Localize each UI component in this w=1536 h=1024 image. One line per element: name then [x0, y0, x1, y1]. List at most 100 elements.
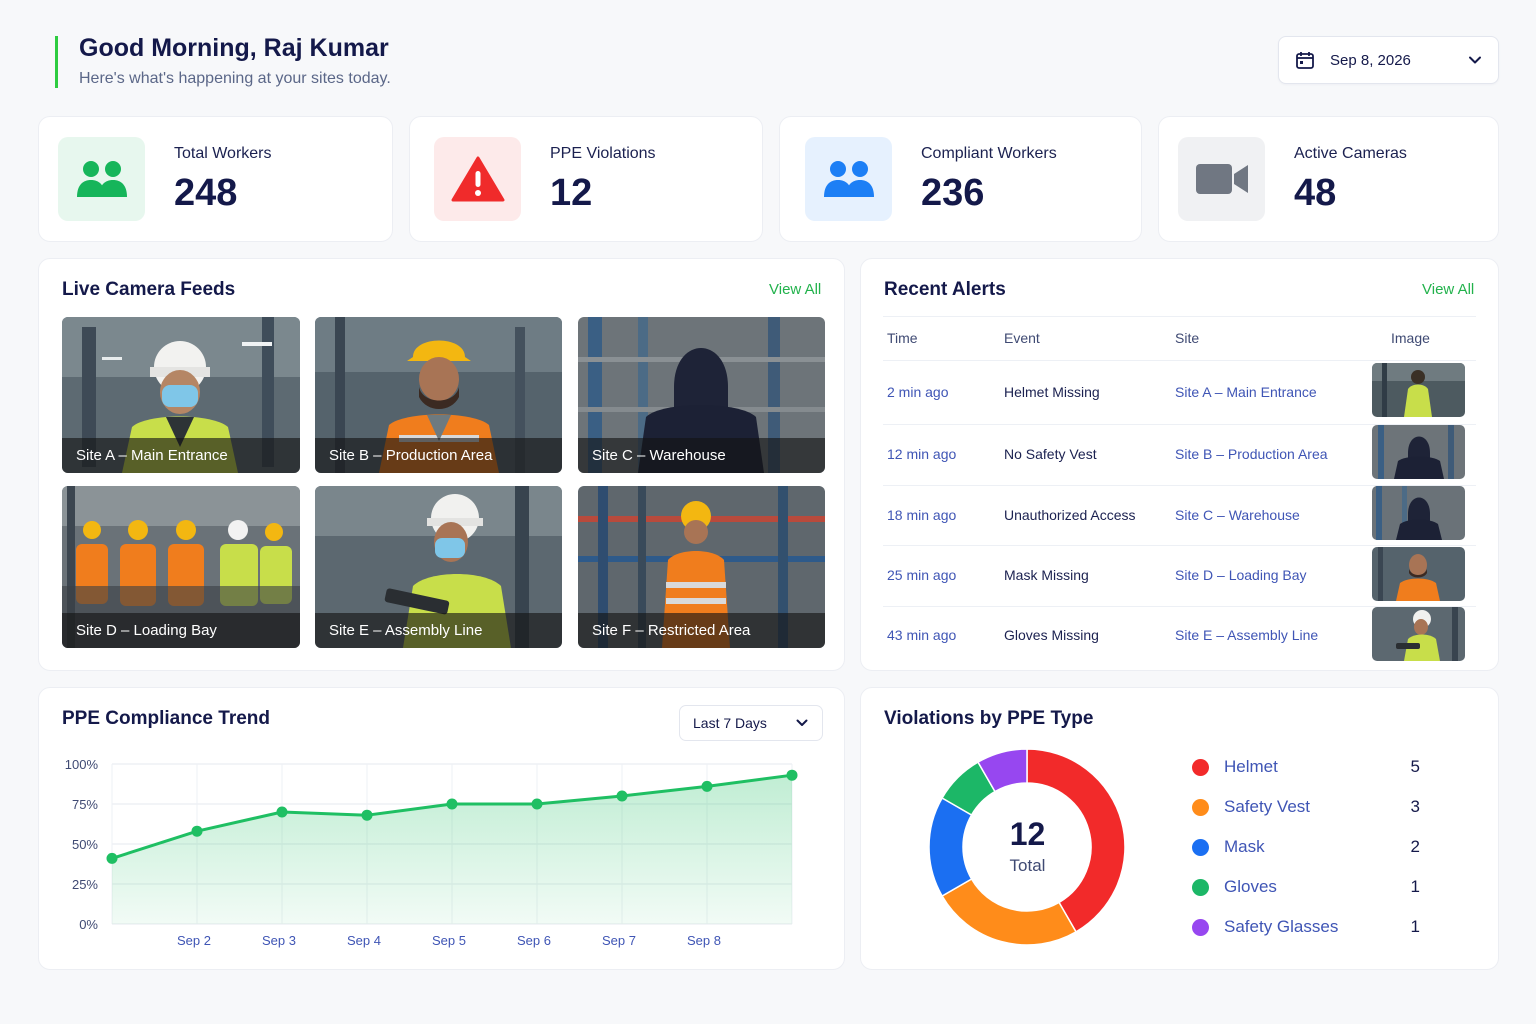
stat-card-ppe-violations[interactable]: PPE Violations 12: [409, 116, 763, 242]
greeting-title: Good Morning, Raj Kumar: [79, 34, 389, 62]
camera-feed-caption: Site A – Main Entrance: [62, 438, 300, 473]
alert-time: 12 min ago: [887, 446, 957, 462]
camera-feed-site-d[interactable]: Site D – Loading Bay: [62, 486, 300, 648]
stat-icon-box: [434, 137, 521, 221]
stat-label: Active Cameras: [1294, 145, 1407, 162]
camera-feed-caption: Site D – Loading Bay: [62, 613, 300, 648]
legend-label-gloves: Gloves: [1224, 877, 1277, 896]
stat-label: Total Workers: [174, 145, 272, 162]
stat-value: 48: [1294, 172, 1337, 214]
video-camera-icon: [1195, 164, 1248, 194]
table-divider: [883, 424, 1476, 425]
donut-slice-mask: [928, 796, 973, 898]
table-divider: [883, 485, 1476, 486]
stat-card-compliant-workers[interactable]: Compliant Workers 236: [779, 116, 1142, 242]
legend-value-safety-glasses: 1: [1410, 917, 1420, 936]
camera-feed-caption: Site F – Restricted Area: [578, 613, 825, 648]
trend-point: [616, 790, 628, 802]
legend-label-mask: Mask: [1224, 837, 1265, 856]
alert-site: Site B – Production Area: [1175, 446, 1328, 462]
alert-site: Site E – Assembly Line: [1175, 627, 1319, 643]
stat-icon-box: [1178, 137, 1265, 221]
greeting-subtitle: Here's what's happening at your sites to…: [79, 70, 391, 87]
camera-feed-site-b[interactable]: Site B – Production Area: [315, 317, 562, 473]
panel-title: Live Camera Feeds: [62, 279, 236, 300]
table-divider: [883, 545, 1476, 546]
column-header-site: Site: [1175, 330, 1200, 346]
alert-event: Mask Missing: [1004, 567, 1089, 583]
camera-feed-site-c[interactable]: Site C – Warehouse: [578, 317, 825, 473]
calendar-icon: [1296, 52, 1314, 69]
date-range-dropdown[interactable]: Last 7 Days: [679, 705, 823, 741]
alert-event: No Safety Vest: [1004, 446, 1097, 462]
donut-total-value: 12: [1009, 816, 1046, 852]
alert-site: Site D – Loading Bay: [1175, 567, 1307, 583]
y-tick-label: 100%: [65, 757, 99, 772]
stat-card-total-workers[interactable]: Total Workers 248: [38, 116, 393, 242]
alert-thumbnail[interactable]: [1372, 425, 1465, 479]
alert-time: 2 min ago: [887, 384, 949, 400]
legend-label-safety-vest: Safety Vest: [1224, 797, 1310, 816]
camera-feed-site-e[interactable]: Site E – Assembly Line: [315, 486, 562, 648]
trend-point: [531, 798, 543, 810]
alert-event: Helmet Missing: [1004, 384, 1100, 400]
donut-slice-safety-vest: [941, 877, 1078, 946]
alerts-view-all-link[interactable]: View All: [1422, 281, 1475, 298]
x-tick-label: Sep 7: [602, 933, 636, 948]
alert-site: Site A – Main Entrance: [1175, 384, 1317, 400]
stat-label: Compliant Workers: [921, 145, 1057, 162]
stat-value: 236: [921, 172, 985, 214]
date-range-value: Last 7 Days: [693, 715, 767, 731]
legend-label-helmet: Helmet: [1224, 757, 1278, 776]
y-tick-label: 50%: [72, 837, 98, 852]
alert-thumbnail[interactable]: [1372, 486, 1465, 540]
panel-title: PPE Compliance Trend: [62, 708, 270, 729]
column-header-image: Image: [1391, 330, 1430, 346]
y-tick-label: 25%: [72, 877, 98, 892]
trend-point: [191, 825, 203, 837]
workers-icon: [76, 161, 127, 197]
legend-dot-safety-glasses: [1192, 919, 1209, 936]
table-divider: [883, 606, 1476, 607]
alert-thumbnail[interactable]: [1372, 607, 1465, 661]
alert-event: Unauthorized Access: [1004, 507, 1136, 523]
y-tick-label: 75%: [72, 797, 98, 812]
camera-feed-site-f[interactable]: Site F – Restricted Area: [578, 486, 825, 648]
panel-title: Violations by PPE Type: [884, 708, 1094, 729]
table-divider: [883, 316, 1476, 317]
date-value: Sep 8, 2026: [1330, 51, 1411, 69]
trend-point: [786, 769, 798, 781]
x-tick-label: Sep 2: [177, 933, 211, 948]
trend-point: [106, 852, 118, 864]
alert-thumbnail[interactable]: [1372, 363, 1465, 417]
alert-time: 25 min ago: [887, 567, 957, 583]
alert-event: Gloves Missing: [1004, 627, 1099, 643]
stat-value: 12: [550, 172, 593, 214]
trend-point: [276, 806, 288, 818]
greeting-block: Good Morning, Raj Kumar Here's what's ha…: [55, 34, 391, 88]
camera-feed-caption: Site C – Warehouse: [578, 438, 825, 473]
alert-thumbnail[interactable]: [1372, 547, 1465, 601]
stat-card-active-cameras[interactable]: Active Cameras 48: [1158, 116, 1499, 242]
legend-label-safety-glasses: Safety Glasses: [1224, 917, 1339, 936]
stat-value: 248: [174, 172, 238, 214]
camera-feed-caption: Site B – Production Area: [315, 438, 562, 473]
legend-dot-gloves: [1192, 879, 1209, 896]
stat-icon-box: [58, 137, 145, 221]
x-tick-label: Sep 4: [347, 933, 381, 948]
feeds-view-all-link[interactable]: View All: [769, 281, 822, 298]
stat-icon-box: [805, 137, 892, 221]
camera-feed-site-a[interactable]: Site A – Main Entrance: [62, 317, 300, 473]
legend-dot-mask: [1192, 839, 1209, 856]
x-tick-label: Sep 8: [687, 933, 721, 948]
x-tick-label: Sep 5: [432, 933, 466, 948]
column-header-event: Event: [1004, 330, 1040, 346]
chevron-down-icon: [796, 719, 808, 726]
legend-value-helmet: 5: [1410, 757, 1420, 776]
panel-title: Recent Alerts: [884, 279, 1006, 300]
donut-slice-helmet: [1026, 748, 1126, 933]
column-header-time: Time: [887, 330, 918, 346]
date-picker[interactable]: Sep 8, 2026: [1278, 36, 1499, 84]
x-tick-label: Sep 6: [517, 933, 551, 948]
